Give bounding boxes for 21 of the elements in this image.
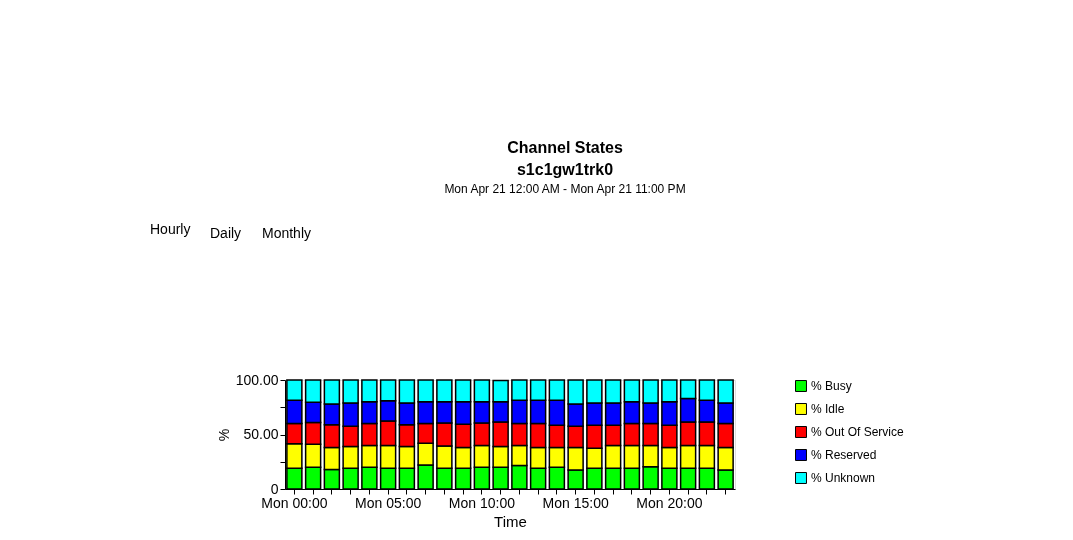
x-tick-label: Mon 20:00	[636, 494, 703, 511]
chart-title: Channel States	[507, 139, 623, 156]
chart-subtitle: s1c1gw1trk0	[516, 161, 614, 178]
legend-label: % Busy	[811, 379, 852, 393]
text: Monthly	[262, 225, 312, 241]
y-tick-label: 50.00	[243, 426, 279, 442]
legend-label: % Reserved	[811, 448, 877, 462]
text: Mon Apr 21 12:00 AM - Mon Apr 21 11:00 PM	[444, 182, 686, 196]
y-tick-label: 0	[270, 480, 279, 497]
x-axis-title: Time	[494, 512, 527, 530]
x-tick-label: Mon 05:00	[355, 494, 422, 511]
legend-label: % Out Of Service	[811, 425, 905, 439]
text: Hourly	[150, 221, 191, 237]
text: Daily	[210, 225, 242, 241]
x-tick-label: Mon 15:00	[542, 494, 609, 511]
y-tick-label: 100.00	[235, 371, 279, 388]
x-tick-label: Mon 10:00	[448, 494, 516, 511]
x-tick-label: Mon 00:00	[261, 494, 328, 511]
y-axis-title: %	[215, 428, 232, 442]
legend-label: % Idle	[811, 402, 845, 416]
legend-label: % Unknown	[811, 471, 876, 485]
